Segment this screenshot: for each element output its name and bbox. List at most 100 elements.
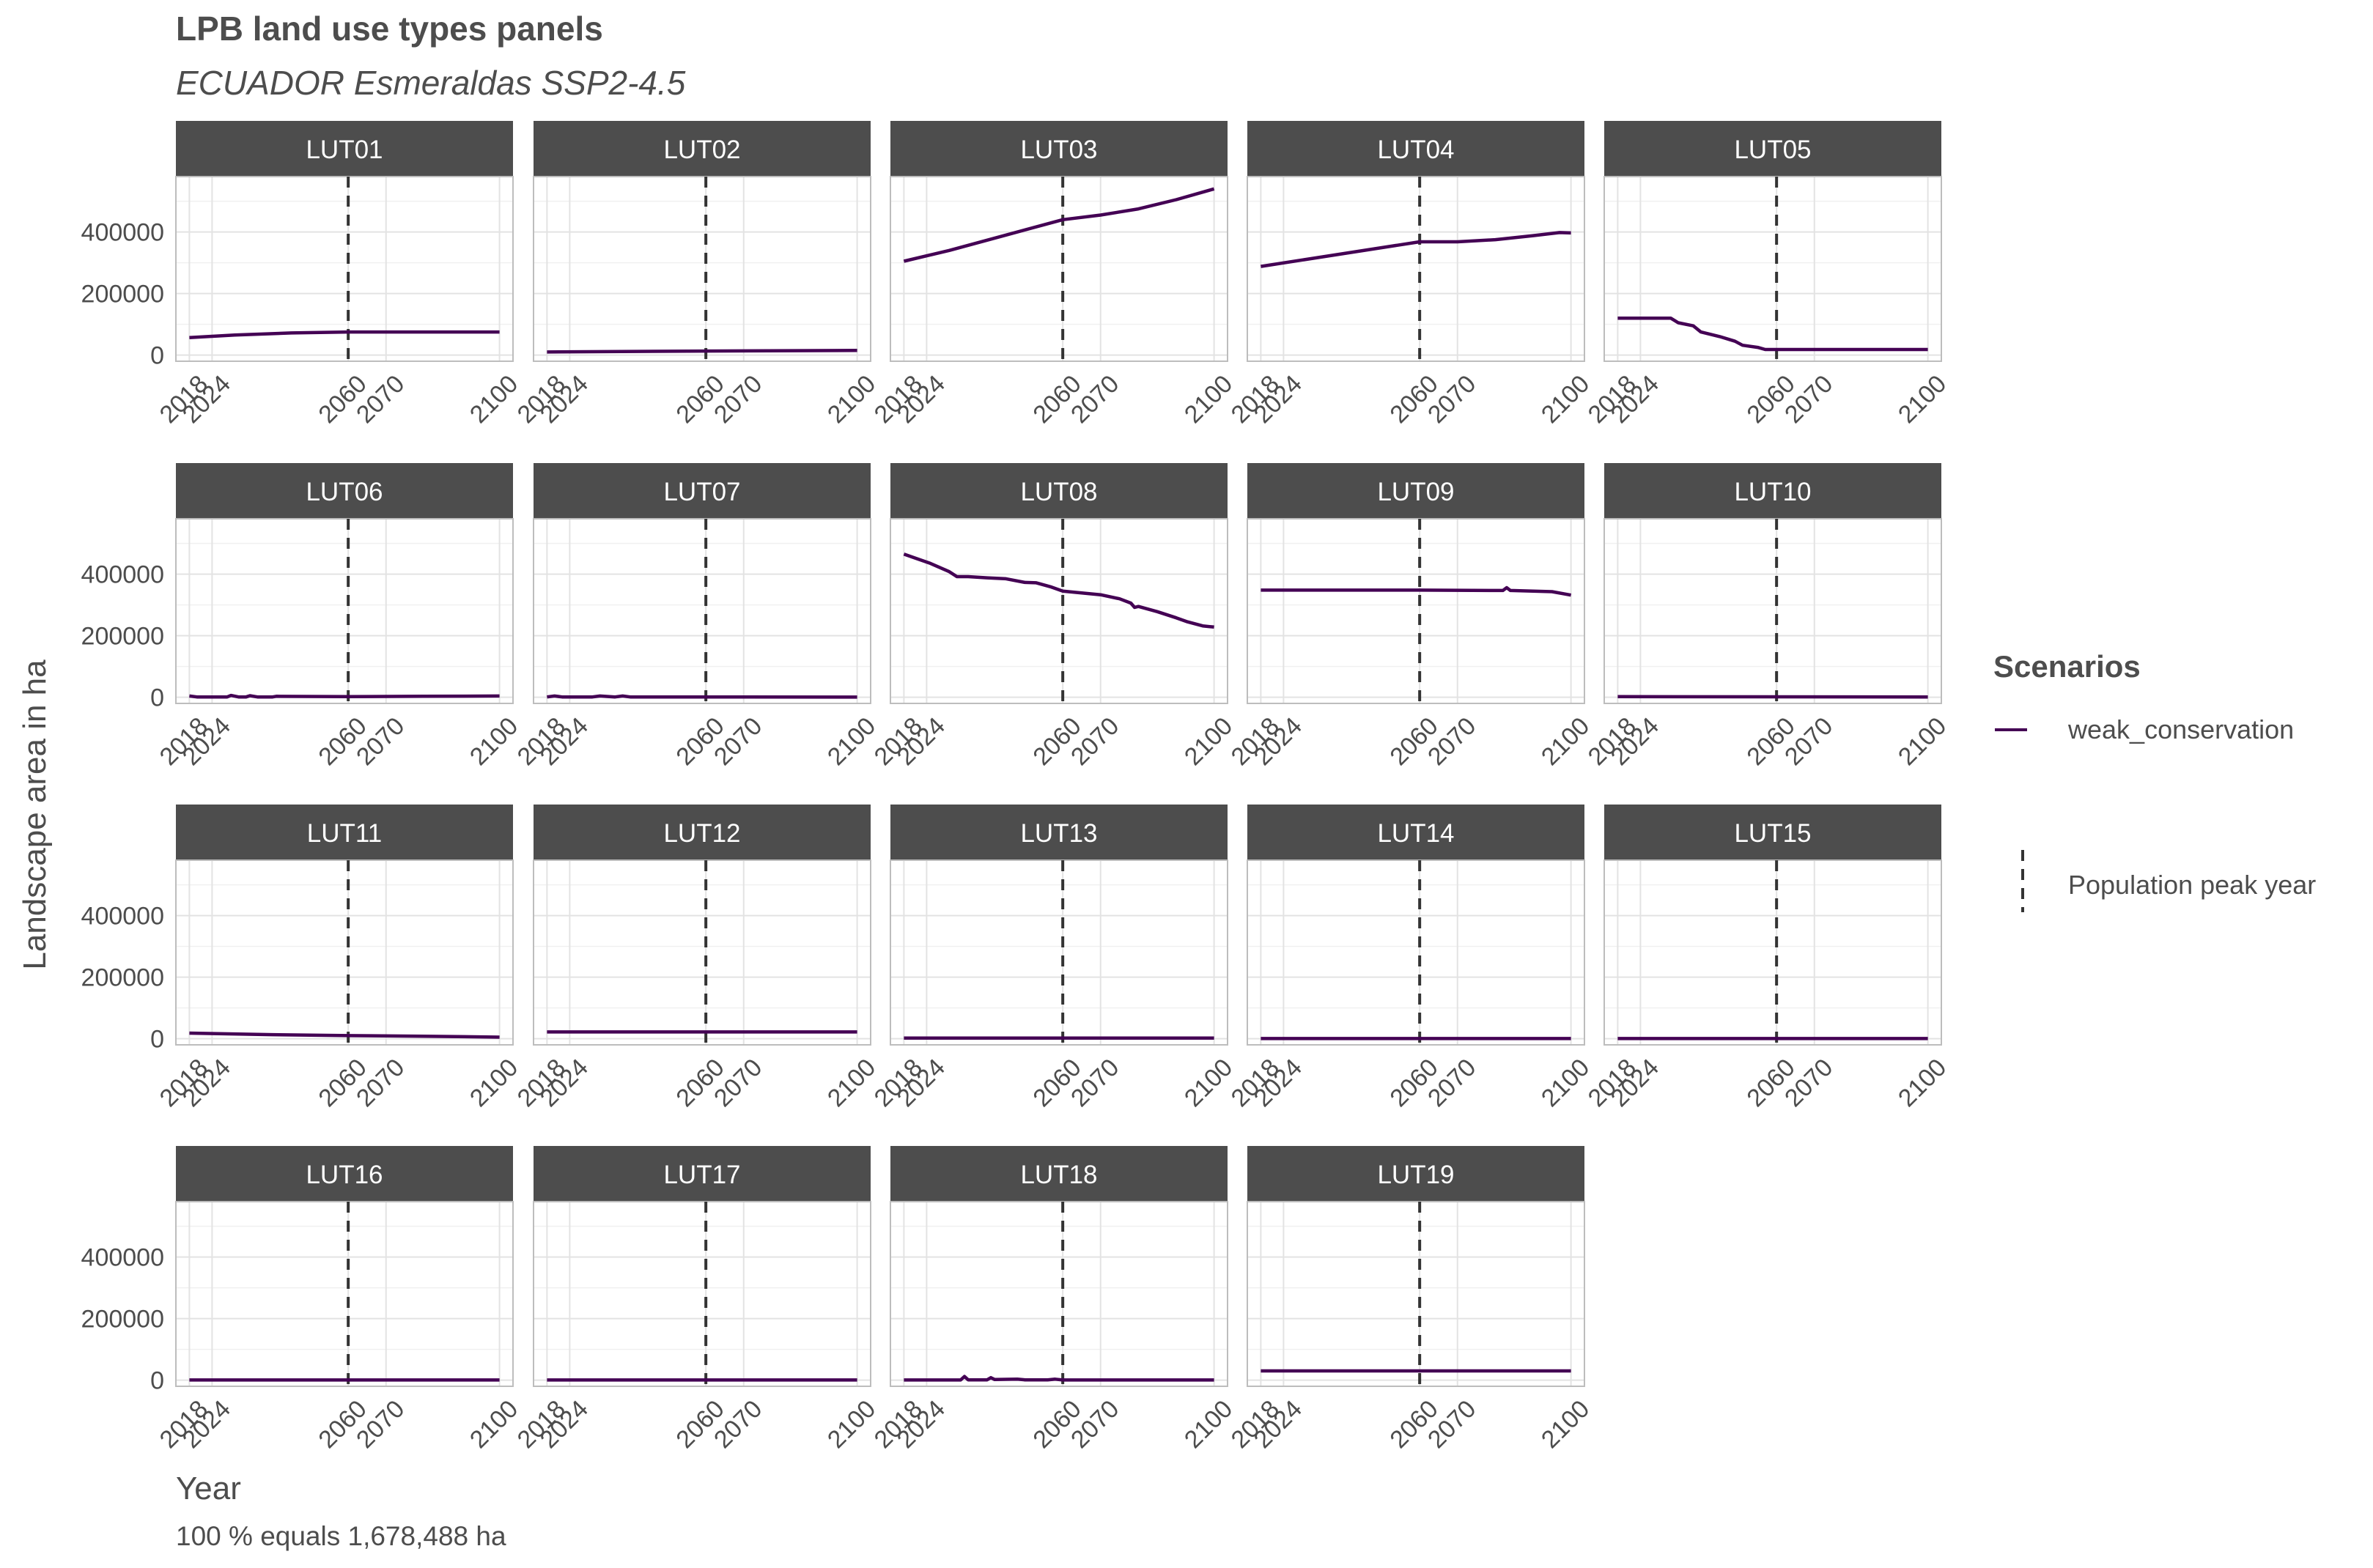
x-tick-label: 2100	[1536, 370, 1595, 429]
panel-border	[1247, 1201, 1585, 1387]
panel-strip-label: LUT01	[306, 136, 383, 164]
panel-border	[890, 1201, 1228, 1387]
panel-border	[890, 859, 1228, 1046]
legend: Scenarios weak_conservation Population p…	[1993, 649, 2316, 912]
panel-strip	[176, 1146, 513, 1202]
panel-border	[1247, 859, 1585, 1046]
x-tick-label: 2100	[1179, 712, 1238, 771]
panel-strip-label: LUT14	[1377, 819, 1454, 848]
y-tick-label: 400000	[81, 561, 164, 589]
panel-strip	[176, 463, 513, 519]
y-tick-label: 0	[150, 1026, 164, 1054]
panel-strip	[534, 805, 871, 860]
panel-strip-label: LUT11	[307, 819, 382, 848]
series-line-weak-conservation	[189, 330, 500, 339]
panel-strip-label: LUT13	[1020, 819, 1097, 848]
x-tick-label: 2100	[1893, 712, 1952, 771]
x-tick-label: 2100	[1179, 370, 1238, 429]
panel-strip	[534, 1146, 871, 1202]
y-axis-title: Landscape area in ha	[17, 659, 53, 970]
panel-strip	[176, 805, 513, 860]
panel-border	[533, 859, 871, 1046]
panel-border	[175, 176, 514, 362]
x-tick-label: 2100	[822, 712, 881, 771]
chart-title: LPB land use types panels	[176, 10, 603, 48]
y-tick-label: 200000	[81, 281, 164, 308]
series-line-weak-conservation	[904, 1375, 1214, 1382]
series-line-weak-conservation	[1261, 231, 1571, 268]
panel-border	[175, 859, 514, 1046]
y-tick-label: 400000	[81, 903, 164, 931]
x-tick-label: 2100	[822, 1395, 881, 1454]
series-line-weak-conservation	[1261, 585, 1572, 597]
panel-strip-label: LUT15	[1734, 819, 1811, 848]
panel-border	[890, 176, 1228, 362]
panel-border	[1603, 518, 1942, 704]
series-line-weak-conservation	[903, 187, 1215, 263]
panel-strip-label: LUT06	[306, 478, 383, 506]
x-tick-label: 2100	[1536, 1395, 1595, 1454]
panel-strip-label: LUT02	[663, 136, 740, 164]
panel-strip	[1247, 1146, 1584, 1202]
panel-strip-label: LUT18	[1020, 1161, 1097, 1189]
series-line-weak-conservation	[189, 1031, 500, 1039]
x-tick-label: 2100	[1179, 1054, 1238, 1112]
x-tick-label: 2100	[1179, 1395, 1238, 1454]
panel-border	[1603, 859, 1942, 1046]
panel-strip	[1247, 463, 1584, 519]
panel-strip	[534, 463, 871, 519]
x-tick-label: 2100	[1536, 1054, 1595, 1112]
panel-border	[175, 1201, 514, 1387]
panel-strip-label: LUT19	[1377, 1161, 1454, 1189]
panel-strip-label: LUT12	[663, 819, 740, 848]
series-line-weak-conservation	[547, 349, 857, 354]
series-line-weak-conservation	[903, 552, 1214, 629]
x-tick-label: 2100	[465, 370, 523, 429]
panel-strip-label: LUT04	[1377, 136, 1454, 164]
series-line-weak-conservation	[189, 693, 500, 699]
panel-strip-label: LUT17	[663, 1161, 740, 1189]
panel-border	[1603, 176, 1942, 362]
caption: 100 % equals 1,678,488 ha	[176, 1521, 506, 1551]
panel-strip-label: LUT16	[306, 1161, 383, 1189]
panel-strip-label: LUT08	[1020, 478, 1097, 506]
chart-subtitle: ECUADOR Esmeraldas SSP2-4.5	[176, 64, 686, 102]
panel-border	[890, 518, 1228, 704]
panel-strip	[890, 463, 1228, 519]
x-tick-label: 2100	[465, 712, 523, 771]
x-tick-label: 2100	[465, 1054, 523, 1112]
panel-strip-label: LUT03	[1020, 136, 1097, 164]
panel-strip-label: LUT10	[1734, 478, 1811, 506]
panel-strip	[890, 805, 1228, 860]
panel-strip-label: LUT07	[663, 478, 740, 506]
panel-strip	[1604, 805, 1941, 860]
x-tick-label: 2100	[1893, 1054, 1952, 1112]
panel-strip	[1247, 121, 1584, 177]
panel-border	[175, 518, 514, 704]
panel-strip	[1604, 121, 1941, 177]
x-tick-label: 2100	[465, 1395, 523, 1454]
x-tick-label: 2100	[822, 1054, 881, 1112]
panel-border	[1247, 176, 1585, 362]
y-tick-label: 400000	[81, 1244, 164, 1272]
